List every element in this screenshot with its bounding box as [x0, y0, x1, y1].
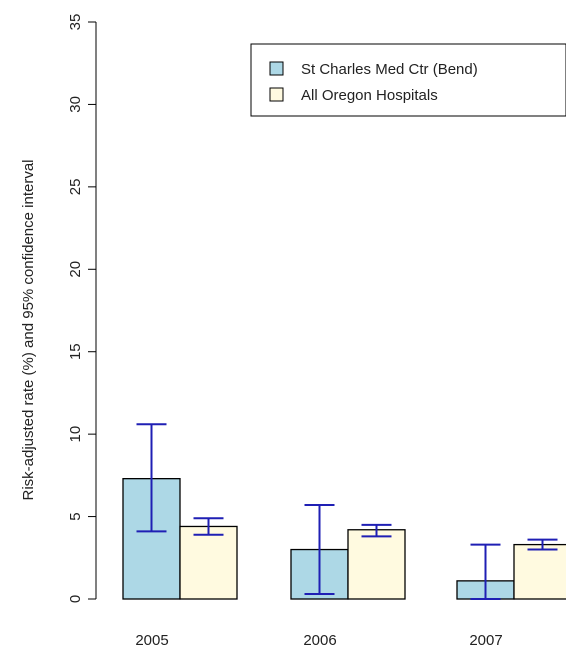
error-bar-2006-series-1 [361, 523, 392, 538]
x-category-label: 2005 [135, 632, 168, 649]
y-axis: 0 5 10 15 20 25 30 35 [67, 14, 97, 603]
legend: St Charles Med Ctr (Bend) All Oregon Hos… [250, 43, 566, 117]
legend-swatch-st-charles [269, 61, 284, 76]
error-bar-2006-series-0 [304, 504, 335, 596]
error-bars-group [136, 423, 558, 600]
y-tick-label: 25 [67, 179, 84, 196]
legend-label-st-charles: St Charles Med Ctr (Bend) [301, 61, 478, 78]
bar-2005-series-1 [179, 525, 238, 600]
error-bar-2005-series-1 [193, 517, 224, 536]
y-tick-label: 0 [67, 595, 84, 603]
legend-swatch-all-oregon [269, 87, 284, 102]
y-tick-label: 5 [67, 512, 84, 520]
bar-2007-series-1 [513, 543, 566, 600]
y-tick-label: 10 [67, 426, 84, 443]
y-tick-label: 20 [67, 261, 84, 278]
bar-2006-series-1 [347, 529, 406, 600]
legend-box [250, 43, 566, 117]
error-bar-2005-series-0 [136, 423, 167, 533]
error-bar-2007-series-1 [527, 538, 558, 551]
y-axis-title: Risk-adjusted rate (%) and 95% confidenc… [20, 159, 37, 500]
y-tick-label: 35 [67, 14, 84, 31]
x-category-label: 2007 [469, 632, 502, 649]
x-axis-labels: 2005 2006 2007 [135, 632, 502, 649]
y-tick-label: 30 [67, 96, 84, 113]
x-category-label: 2006 [303, 632, 336, 649]
y-tick-label: 15 [67, 343, 84, 360]
bars-group [122, 478, 566, 600]
error-bar-2007-series-0 [470, 543, 501, 600]
legend-label-all-oregon: All Oregon Hospitals [301, 87, 438, 104]
